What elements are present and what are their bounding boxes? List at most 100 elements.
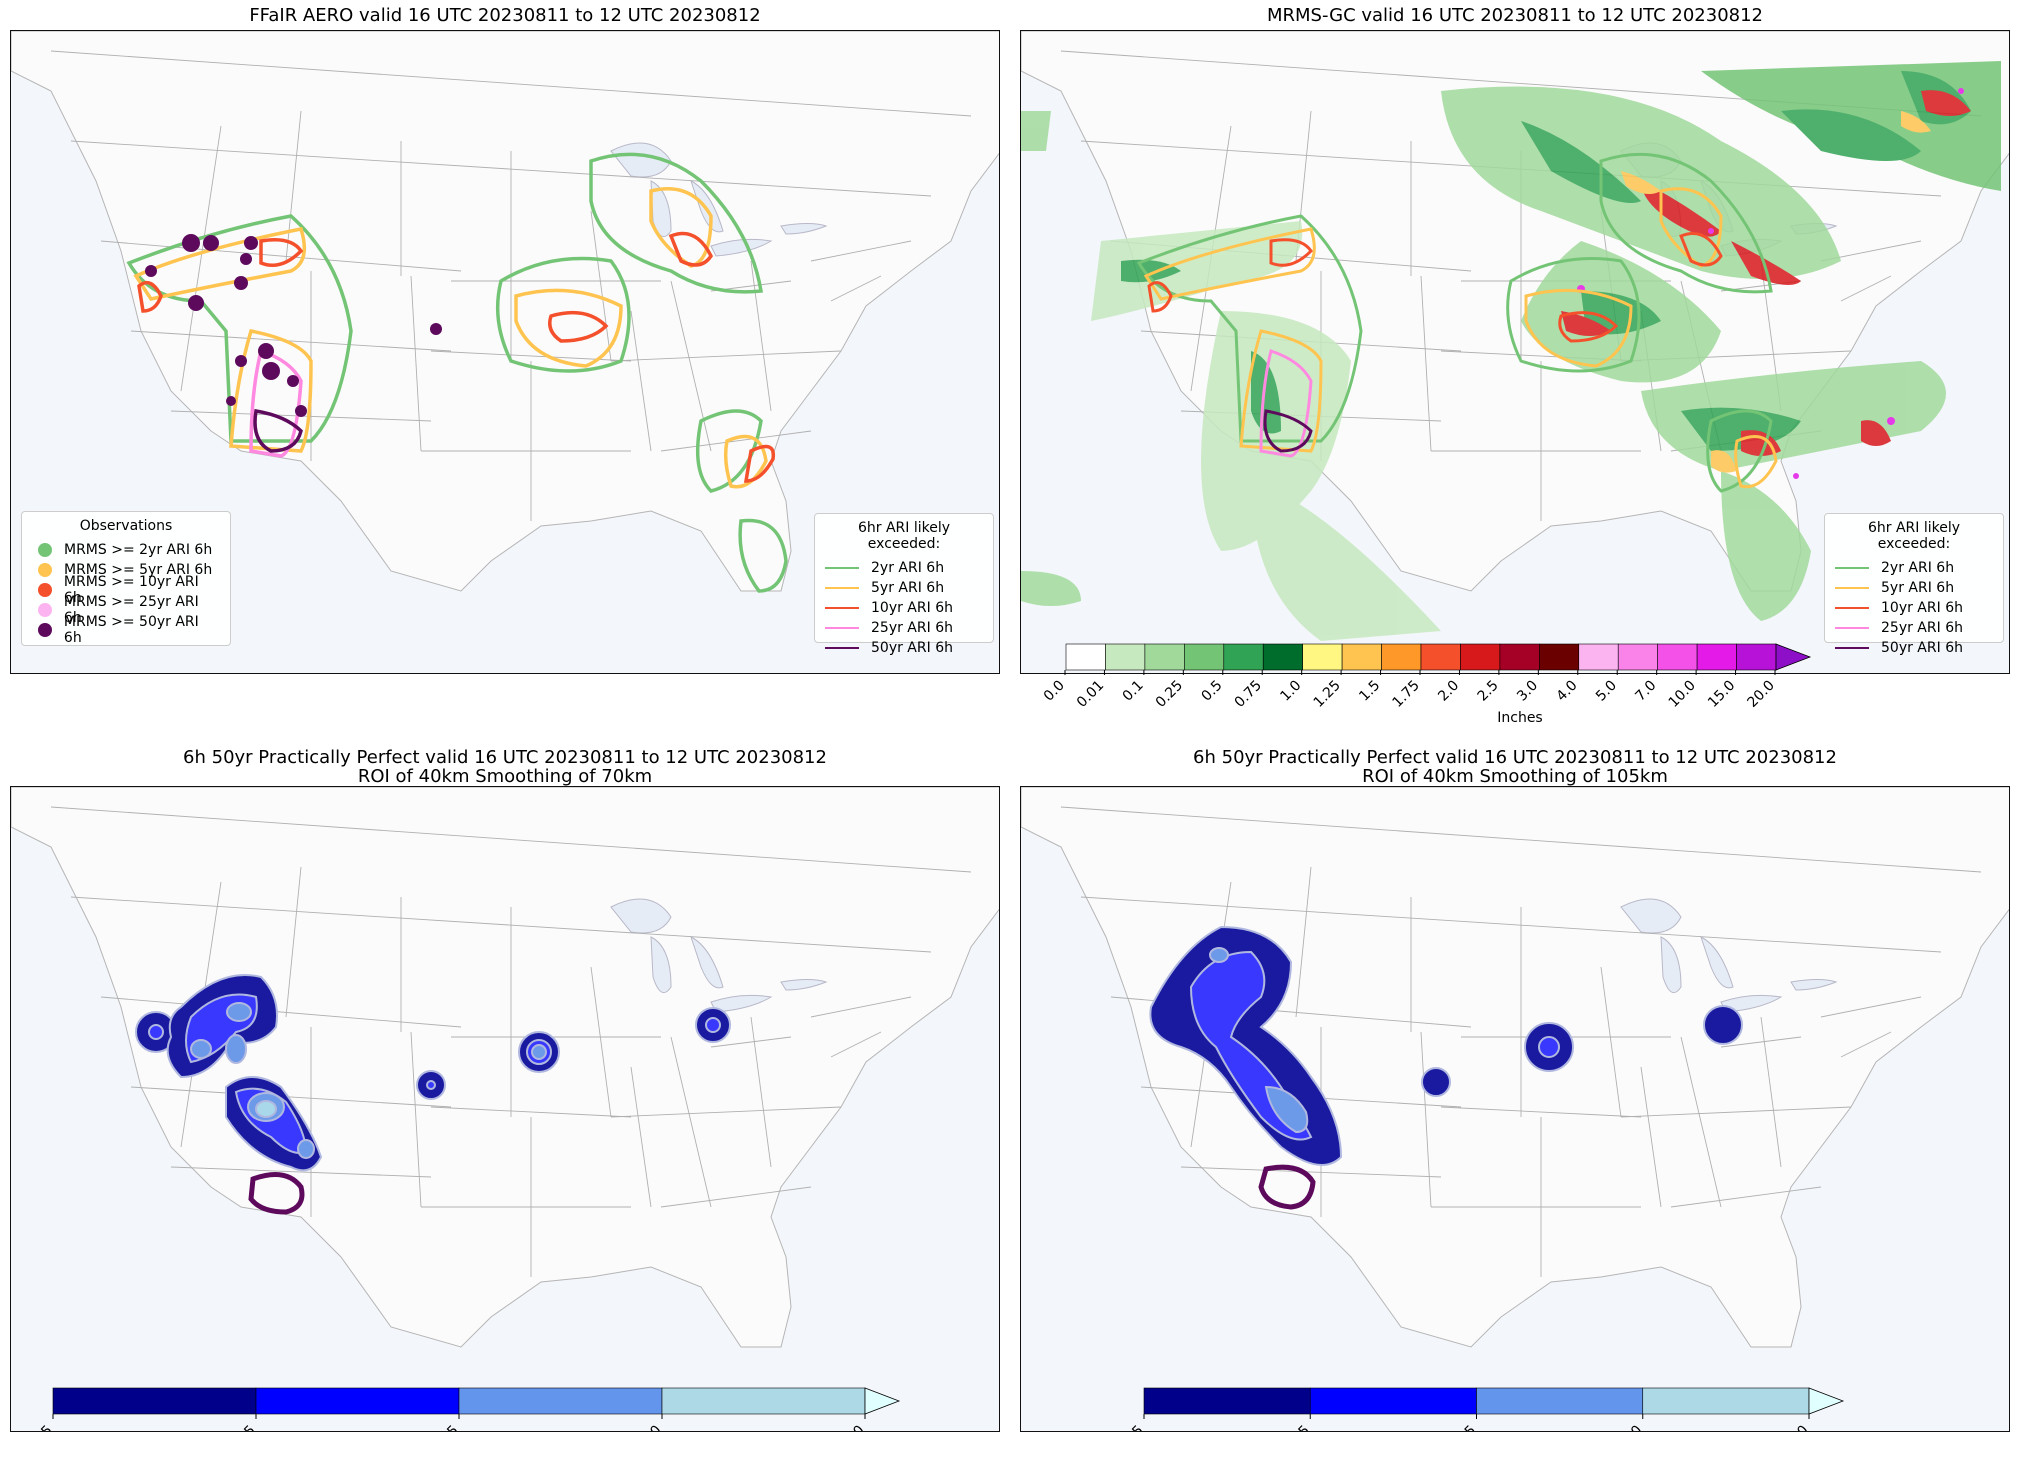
precip-colorbar-box: [1460, 643, 1501, 671]
precip-colorbar-box: [1065, 643, 1106, 671]
ari-legend: 6hr ARI likely exceeded: 2yr ARI 6h 5yr …: [814, 513, 994, 656]
precip-colorbar-tick-label: 0.5: [1199, 678, 1226, 705]
ari-legend-label: 2yr ARI 6h: [1881, 560, 1955, 576]
precip-colorbar-tick-label: 1.5: [1356, 678, 1383, 705]
probability-colorbar-tick-label: 70: [844, 1423, 868, 1432]
ari-legend-item: 5yr ARI 6h: [1835, 578, 1993, 598]
precip-colorbar-box: [1341, 643, 1382, 671]
probability-colorbar-box: [255, 1387, 460, 1415]
precip-colorbar-box: [1262, 643, 1303, 671]
map-pp105-svg: [1021, 787, 2009, 1430]
precip-colorbar-box: [1223, 643, 1264, 671]
precip-colorbar-tick-label: 1.25: [1311, 678, 1344, 711]
ari-legend-item: 2yr ARI 6h: [1835, 558, 1993, 578]
precip-colorbar-box: [1696, 643, 1737, 671]
obs-legend-item: MRMS >= 25yr ARI 6h: [32, 594, 220, 626]
precip-colorbar-tick-label: 2.0: [1435, 678, 1462, 705]
ari-legend-item: 50yr ARI 6h: [1835, 638, 1993, 658]
ari-contours-mrms: [1136, 152, 1778, 493]
ari-legend-item: 10yr ARI 6h: [825, 598, 983, 618]
precip-colorbar-tick-label: 15.0: [1705, 678, 1738, 711]
precip-colorbar-tick-label: 3.0: [1514, 678, 1541, 705]
probability-colorbar-tick-label: 25: [438, 1423, 462, 1432]
probability-colorbar-tick-label: 70: [1788, 1423, 1812, 1432]
probability-colorbar-tick-label: 15: [235, 1423, 259, 1432]
obs-legend-label: MRMS >= 10yr ARI 6h: [63, 574, 199, 606]
ari-legend-item: 50yr ARI 6h: [825, 638, 983, 658]
panel-4-title: 6h 50yr Practically Perfect valid 16 UTC…: [1193, 747, 1837, 787]
probability-colorbar-tick-label: 5: [1129, 1423, 1147, 1432]
precip-colorbar-box: [1184, 643, 1225, 671]
ari-legend-label: 25yr ARI 6h: [1881, 620, 1963, 636]
precip-colorbar-box: [1499, 643, 1540, 671]
probability-colorbar-tick-label: 25: [1455, 1423, 1479, 1432]
precip-colorbar-label: Inches: [1497, 710, 1543, 726]
obs-legend-label: MRMS >= 50yr ARI 6h: [63, 614, 199, 646]
probability-colorbar-105: 5 15 25 40 70: [1129, 1387, 1845, 1432]
panel-2-title: MRMS-GC valid 16 UTC 20230811 to 12 UTC …: [1266, 5, 1764, 26]
ari-legend-item: 25yr ARI 6h: [825, 618, 983, 638]
precip-colorbar-tick-label: 0.75: [1232, 678, 1265, 711]
precip-colorbar-tick-label: 0.0: [1041, 678, 1068, 705]
probability-colorbar-tick-label: 15: [1289, 1423, 1313, 1432]
ari-legend-item: 25yr ARI 6h: [1835, 618, 1993, 638]
obs-legend-label: MRMS >= 5yr ARI 6h: [64, 562, 213, 578]
precip-colorbar-box: [1302, 643, 1343, 671]
probability-colorbar-tick-label: 40: [641, 1423, 665, 1432]
ari-contours: [126, 152, 788, 593]
probability-colorbar-tick-label: 5: [38, 1423, 56, 1432]
obs-legend-item: MRMS >= 50yr ARI 6h: [32, 614, 220, 646]
precip-colorbar-tick-label: 7.0: [1632, 678, 1659, 705]
probability-colorbar-tick-label: 40: [1622, 1423, 1646, 1432]
probability-colorbar-box: [1309, 1387, 1477, 1415]
obs-legend-label: MRMS >= 2yr ARI 6h: [64, 542, 213, 558]
precip-colorbar-box: [1617, 643, 1658, 671]
precip-field: [1021, 61, 2001, 641]
precip-colorbar-box: [1736, 643, 1777, 671]
obs-legend-item: MRMS >= 5yr ARI 6h: [32, 560, 220, 580]
map-panel-pp70: 515254070 %: [10, 786, 1000, 1432]
probability-colorbar-box: [1143, 1387, 1311, 1415]
precip-colorbar-tick-label: 0.25: [1153, 678, 1186, 711]
map-panel-ffair: Observations MRMS >= 2yr ARI 6h MRMS >= …: [10, 30, 1000, 674]
precip-colorbar-ticks: 0.0 0.01 0.1 0.25 0.5 0.75 1.0 1.25 1.5 1.75 2.0 2.…: [1041, 670, 1995, 730]
observations-legend: Observations MRMS >= 2yr ARI 6h MRMS >= …: [21, 511, 231, 646]
precip-colorbar-tick-label: 10.0: [1666, 678, 1699, 711]
map-mrms-svg: [1021, 31, 2009, 673]
obs-legend-title: Observations: [79, 518, 173, 534]
ari-legend-title: 6hr ARI likely exceeded:: [1867, 520, 1961, 552]
ari-legend-item: 5yr ARI 6h: [825, 578, 983, 598]
ari-legend-title: 6hr ARI likely exceeded:: [857, 520, 951, 552]
precip-colorbar-box: [1144, 643, 1185, 671]
precip-colorbar-box: [1381, 643, 1422, 671]
obs-legend-item: MRMS >= 10yr ARI 6h: [32, 574, 220, 606]
obs-legend-item: MRMS >= 2yr ARI 6h: [32, 540, 220, 560]
precip-colorbar-box: [1578, 643, 1619, 671]
ari-legend-label: 50yr ARI 6h: [1881, 640, 1963, 656]
precip-colorbar-extend: [1775, 643, 1812, 671]
probability-colorbar-extend: [864, 1387, 901, 1415]
probability-field: [1149, 925, 1743, 1166]
probability-colorbar-70: 5 15 25 40 70: [38, 1387, 913, 1432]
panel-1-title: FFaIR AERO valid 16 UTC 20230811 to 12 U…: [249, 5, 761, 26]
precip-colorbar: [1065, 643, 1996, 671]
ari-legend-label: 50yr ARI 6h: [871, 640, 953, 656]
ari-legend-mrms: 6hr ARI likely exceeded: 2yr ARI 6h 5yr …: [1824, 513, 2004, 656]
observed-50yr-contour: [1258, 1164, 1316, 1210]
probability-colorbar-extend: [1808, 1387, 1845, 1415]
precip-colorbar-box: [1657, 643, 1698, 671]
precip-colorbar-tick-label: 20.0: [1744, 678, 1777, 711]
ari-legend-label: 10yr ARI 6h: [1881, 600, 1963, 616]
map-panel-mrms: 6hr ARI likely exceeded: 2yr ARI 6h 5yr …: [1020, 30, 2010, 674]
map-ffair-svg: [11, 31, 999, 673]
ari-legend-item: 2yr ARI 6h: [825, 558, 983, 578]
ari-legend-item: 10yr ARI 6h: [1835, 598, 1993, 618]
ari-legend-label: 5yr ARI 6h: [871, 580, 945, 596]
ari-legend-label: 10yr ARI 6h: [871, 600, 953, 616]
probability-colorbar-box: [661, 1387, 866, 1415]
precip-colorbar-box: [1539, 643, 1580, 671]
precip-colorbar-tick-label: 1.0: [1277, 678, 1304, 705]
map-panel-pp105: 515254070 %: [1020, 786, 2010, 1432]
precip-colorbar-box: [1420, 643, 1461, 671]
obs-points: [145, 234, 442, 417]
